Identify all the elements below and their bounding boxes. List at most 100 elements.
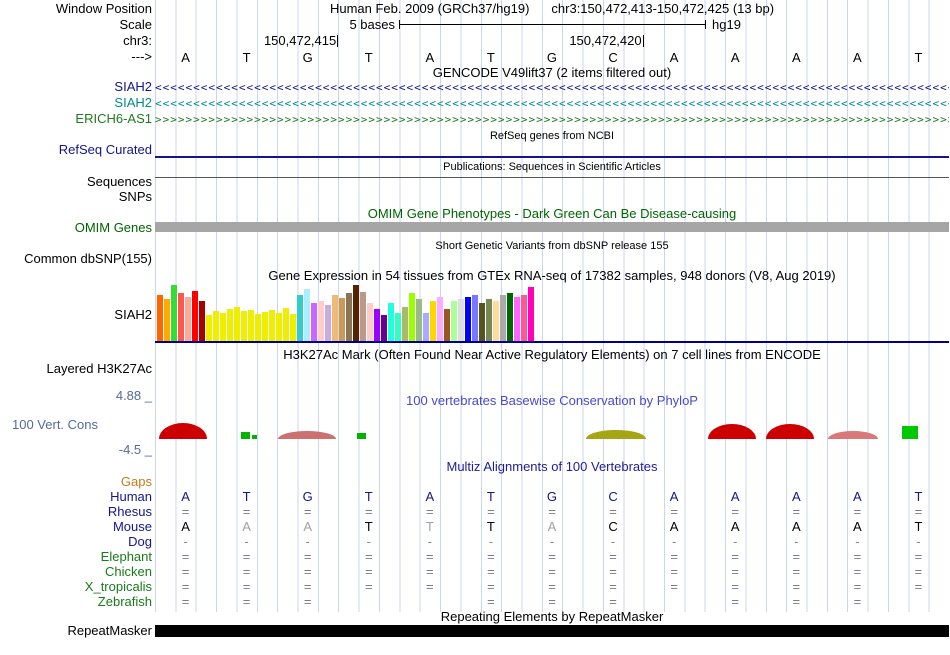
multiz-species-label[interactable]: Rhesus bbox=[107, 504, 152, 519]
repeatmasker-header[interactable]: Repeating Elements by RepeatMasker bbox=[440, 609, 664, 624]
multiz-species-label[interactable]: Zebrafish bbox=[97, 594, 152, 609]
gtex-expression-bar[interactable] bbox=[353, 285, 359, 341]
gtex-expression-bar[interactable] bbox=[493, 301, 499, 341]
gtex-expression-bar[interactable] bbox=[486, 299, 492, 341]
track-label-repeatmasker[interactable]: RepeatMasker bbox=[67, 623, 152, 638]
gtex-expression-bar[interactable] bbox=[171, 285, 177, 341]
gtex-expression-bar[interactable] bbox=[297, 295, 303, 341]
gtex-expression-bar[interactable] bbox=[500, 295, 506, 341]
gtex-expression-bar[interactable] bbox=[206, 315, 212, 341]
gtex-expression-bar[interactable] bbox=[290, 314, 296, 341]
gtex-expression-bar[interactable] bbox=[479, 303, 485, 341]
gtex-expression-bar[interactable] bbox=[395, 313, 401, 341]
gtex-expression-bar[interactable] bbox=[276, 313, 282, 341]
publications-sequences-item[interactable] bbox=[155, 177, 949, 178]
multiz-species-label[interactable]: Dog bbox=[128, 534, 152, 549]
conservation-header[interactable]: 100 vertebrates Basewise Conservation by… bbox=[406, 393, 698, 408]
gtex-expression-bar[interactable] bbox=[332, 295, 338, 341]
omim-genes-item[interactable] bbox=[155, 222, 949, 232]
gtex-expression-bar[interactable] bbox=[472, 295, 478, 341]
gene-track-erich6-as1[interactable]: >>>>>>>>>>>>>>>>>>>>>>>>>>>>>>>>>>>>>>>>… bbox=[155, 113, 949, 126]
gtex-header[interactable]: Gene Expression in 54 tissues from GTEx … bbox=[268, 268, 836, 283]
gtex-expression-chart[interactable] bbox=[155, 285, 949, 341]
repeatmasker-item[interactable] bbox=[155, 625, 949, 637]
gtex-expression-bar[interactable] bbox=[514, 297, 520, 341]
multiz-header[interactable]: Multiz Alignments of 100 Vertebrates bbox=[446, 459, 658, 474]
track-label-gtex-gene[interactable]: SIAH2 bbox=[114, 307, 152, 322]
gtex-expression-bar[interactable] bbox=[528, 287, 534, 341]
gtex-expression-bar[interactable] bbox=[444, 309, 450, 341]
gtex-expression-bar[interactable] bbox=[409, 293, 415, 341]
track-label-layered-h3k27ac[interactable]: Layered H3K27Ac bbox=[46, 361, 152, 376]
gtex-expression-bar[interactable] bbox=[458, 299, 464, 341]
multiz-species-label[interactable]: X_tropicalis bbox=[84, 579, 152, 594]
gtex-expression-bar[interactable] bbox=[178, 293, 184, 341]
gencode-header[interactable]: GENCODE V49lift37 (2 items filtered out) bbox=[432, 65, 672, 80]
gtex-expression-bar[interactable] bbox=[423, 313, 429, 341]
alignment-base: T bbox=[364, 489, 373, 504]
multiz-species-label[interactable]: Chicken bbox=[105, 564, 152, 579]
track-label-siah2-2[interactable]: SIAH2 bbox=[114, 95, 152, 110]
gtex-expression-bar[interactable] bbox=[374, 309, 380, 341]
gtex-expression-bar[interactable] bbox=[402, 307, 408, 341]
refseq-header[interactable]: RefSeq genes from NCBI bbox=[489, 130, 615, 142]
track-label-refseq-curated[interactable]: RefSeq Curated bbox=[58, 142, 152, 157]
gtex-expression-bar[interactable] bbox=[220, 313, 226, 341]
gtex-expression-bar[interactable] bbox=[157, 295, 163, 341]
gtex-expression-bar[interactable] bbox=[199, 301, 205, 341]
gtex-expression-bar[interactable] bbox=[269, 310, 275, 341]
gtex-expression-bar[interactable] bbox=[521, 295, 527, 341]
track-label-common-dbsnp[interactable]: Common dbSNP(155) bbox=[24, 251, 152, 266]
gtex-expression-bar[interactable] bbox=[262, 312, 268, 341]
alignment-base: A bbox=[791, 489, 801, 504]
gtex-expression-bar[interactable] bbox=[381, 315, 387, 341]
track-label-snps[interactable]: SNPs bbox=[118, 189, 152, 204]
gtex-expression-bar[interactable] bbox=[234, 307, 240, 341]
gtex-expression-bar[interactable] bbox=[318, 301, 324, 341]
gene-track-siah2[interactable]: <<<<<<<<<<<<<<<<<<<<<<<<<<<<<<<<<<<<<<<<… bbox=[155, 81, 949, 94]
h3k27ac-header[interactable]: H3K27Ac Mark (Often Found Near Active Re… bbox=[283, 347, 821, 362]
gtex-expression-bar[interactable] bbox=[367, 303, 373, 341]
gtex-expression-bar[interactable] bbox=[311, 303, 317, 341]
gtex-expression-bar[interactable] bbox=[227, 309, 233, 341]
gtex-expression-bar[interactable] bbox=[325, 305, 331, 341]
gtex-expression-bar[interactable] bbox=[164, 299, 170, 341]
conservation-peak bbox=[252, 435, 257, 439]
gtex-expression-bar[interactable] bbox=[388, 303, 394, 341]
conservation-track[interactable] bbox=[155, 412, 949, 439]
dbsnp-header[interactable]: Short Genetic Variants from dbSNP releas… bbox=[435, 240, 669, 252]
gtex-expression-bar[interactable] bbox=[339, 298, 345, 341]
refseq-curated-item[interactable] bbox=[155, 156, 949, 158]
gtex-expression-bar[interactable] bbox=[451, 301, 457, 341]
publications-header[interactable]: Publications: Sequences in Scientific Ar… bbox=[443, 161, 661, 173]
gtex-expression-bar[interactable] bbox=[185, 297, 191, 341]
gene-track-siah2-2[interactable]: <<<<<<<<<<<<<<<<<<<<<<<<<<<<<<<<<<<<<<<<… bbox=[155, 97, 949, 110]
multiz-species-label[interactable]: Gaps bbox=[120, 474, 152, 489]
track-label-sequences[interactable]: Sequences bbox=[86, 174, 152, 189]
gtex-expression-bar[interactable] bbox=[255, 314, 261, 341]
gtex-expression-bar[interactable] bbox=[241, 311, 247, 341]
gtex-expression-bar[interactable] bbox=[437, 297, 443, 341]
track-label-omim-genes[interactable]: OMIM Genes bbox=[74, 220, 152, 235]
multiz-species-label[interactable]: Elephant bbox=[100, 549, 152, 564]
omim-header[interactable]: OMIM Gene Phenotypes - Dark Green Can Be… bbox=[367, 206, 737, 221]
gtex-expression-bar[interactable] bbox=[283, 308, 289, 341]
track-label-100-vert-cons[interactable]: 100 Vert. Cons bbox=[12, 417, 98, 432]
gtex-expression-bar[interactable] bbox=[507, 293, 513, 341]
alignment-base: = bbox=[609, 504, 617, 519]
track-label-erich6-as1[interactable]: ERICH6-AS1 bbox=[75, 111, 152, 126]
gtex-expression-bar[interactable] bbox=[346, 293, 352, 341]
gtex-expression-bar[interactable] bbox=[192, 291, 198, 341]
multiz-species-label[interactable]: Mouse bbox=[112, 519, 152, 534]
gtex-expression-bar[interactable] bbox=[248, 310, 254, 341]
gtex-expression-bar[interactable] bbox=[213, 311, 219, 341]
multiz-species-label[interactable]: Human bbox=[110, 489, 152, 504]
gtex-expression-bar[interactable] bbox=[360, 292, 366, 341]
gtex-expression-bar[interactable] bbox=[416, 299, 422, 341]
alignment-base: = bbox=[853, 549, 862, 564]
gtex-expression-bar[interactable] bbox=[304, 289, 310, 341]
gtex-expression-bar[interactable] bbox=[430, 301, 436, 341]
gtex-expression-bar[interactable] bbox=[465, 297, 471, 341]
multiz-alignment-track[interactable]: Gaps Human A T G T A T G C A A A A T Rhesus = = = = = = = = = = = =… bbox=[0, 474, 950, 610]
track-label-siah2[interactable]: SIAH2 bbox=[114, 79, 152, 94]
